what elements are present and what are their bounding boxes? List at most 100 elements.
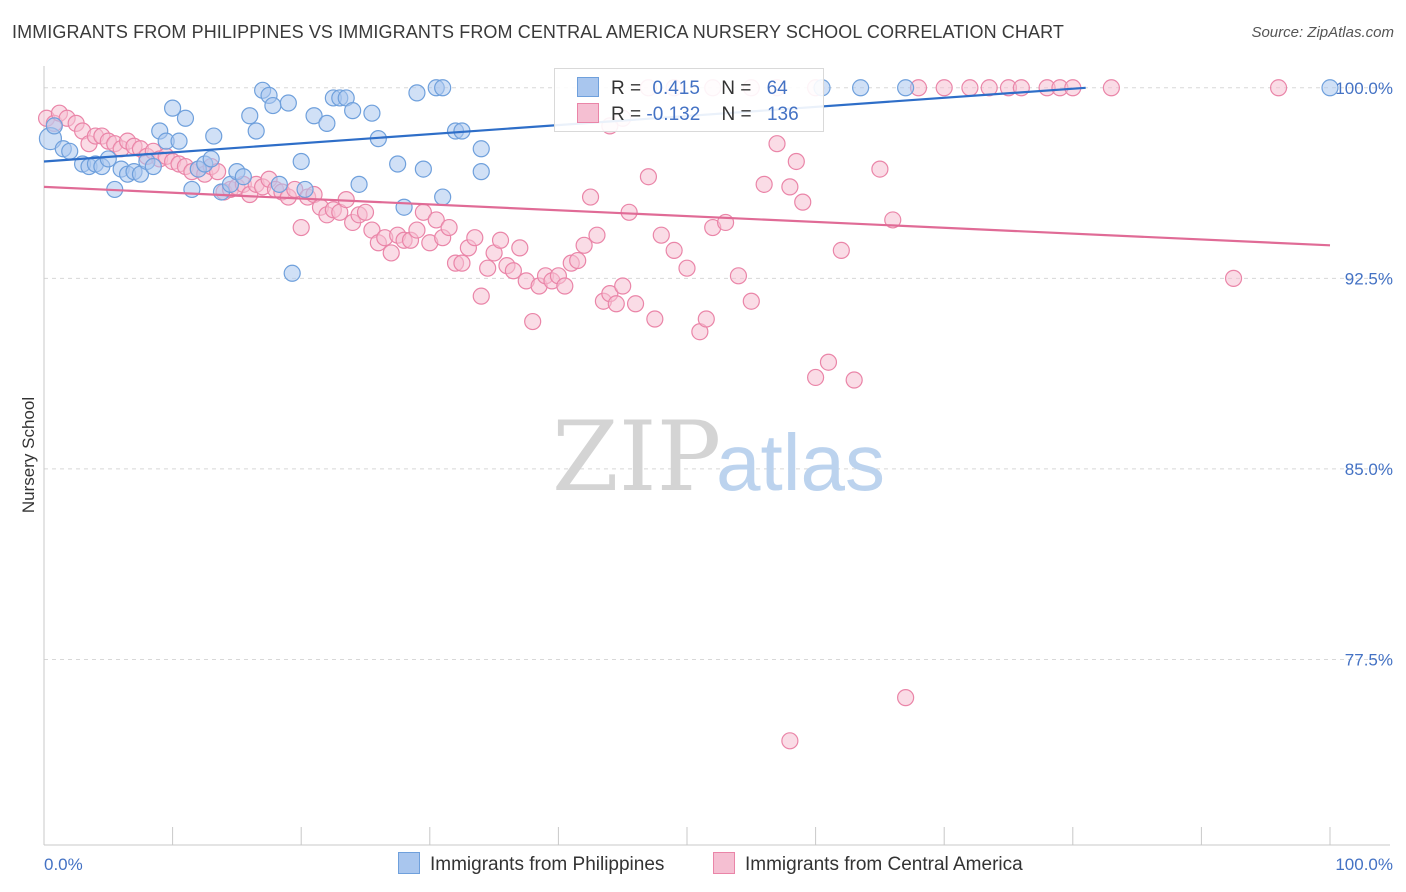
philippines-point [283, 264, 301, 282]
philippines-point [296, 180, 314, 199]
central-america-point [639, 168, 658, 186]
x-tick-label: 0.0% [44, 855, 83, 874]
central-america-trend-line [43, 185, 1331, 247]
philippines-point [241, 107, 259, 125]
central-america-point [524, 312, 542, 331]
central-america-point [845, 371, 863, 389]
y-tick-label: 100.0% [1335, 79, 1393, 98]
central-america-point [472, 287, 490, 305]
y-tick-label: 92.5% [1345, 269, 1393, 288]
central-america-point [781, 732, 799, 750]
philippines-point [408, 84, 426, 102]
central-america-point [408, 221, 426, 239]
philippines-point [183, 180, 201, 199]
central-america-point [466, 229, 484, 247]
central-america-point [678, 259, 696, 277]
central-america-point [768, 135, 786, 153]
philippines-point [389, 155, 407, 173]
central-america-point [382, 244, 400, 262]
central-america-point [652, 226, 670, 244]
central-america-point [832, 241, 850, 260]
philippines-point [170, 132, 188, 150]
central-america-point [1224, 269, 1243, 287]
central-america-point [781, 178, 799, 196]
philippines-point [234, 168, 252, 186]
legend-row-philippines: R = 0.415 N = 64 [577, 77, 788, 101]
central-america-point [646, 310, 664, 328]
central-america-point [504, 262, 522, 280]
central-america-point [871, 160, 889, 178]
central-america-point [1102, 79, 1120, 97]
watermark-atlas: atlas [716, 418, 885, 507]
central-america-point [755, 175, 773, 193]
legend-swatch-blue [577, 77, 599, 97]
central-america-point [292, 218, 310, 237]
legend-row-central-america: R = -0.132 N = 136 [577, 103, 799, 127]
central-america-point [819, 353, 838, 371]
central-america-point [581, 188, 600, 206]
bottom-legend-central-america: Immigrants from Central America [713, 852, 1023, 876]
legend-n-value: 64 [766, 78, 788, 99]
bottom-legend-label: Immigrants from Central America [745, 854, 1023, 875]
central-america-point [556, 277, 574, 295]
philippines-point [247, 122, 265, 140]
philippines-point [202, 150, 220, 168]
philippines-point [61, 142, 79, 160]
central-america-point [511, 239, 529, 257]
central-america-point [935, 79, 953, 97]
philippines-point [852, 79, 870, 97]
bottom-legend-philippines: Immigrants from Philippines [398, 852, 664, 876]
tick-labels: 100.0% 92.5% 85.0% 77.5% 0.0% 100.0% [44, 79, 1393, 874]
philippines-point [305, 107, 323, 125]
philippines-point [99, 150, 117, 168]
x-tick-label: 100.0% [1335, 855, 1393, 874]
series-philippines [38, 79, 1339, 282]
y-axis-title: Nursery School [19, 397, 38, 513]
correlation-legend: R = 0.415 N = 64 R = -0.132 N = 136 [554, 68, 824, 132]
y-tick-label: 77.5% [1345, 651, 1393, 670]
central-america-point [794, 193, 812, 211]
central-america-point [742, 292, 760, 310]
legend-n-label: N = [721, 104, 752, 125]
central-america-point [665, 241, 683, 260]
philippines-point [344, 102, 362, 120]
philippines-point [318, 114, 336, 132]
philippines-point [414, 160, 432, 178]
y-tick-label: 85.0% [1345, 460, 1393, 479]
philippines-point [264, 96, 282, 115]
bottom-legend-swatch-blue [398, 852, 420, 874]
bottom-legend-swatch-pink [713, 852, 735, 874]
philippines-point [1321, 79, 1339, 97]
central-america-point [697, 310, 715, 328]
philippines-point [144, 157, 162, 176]
philippines-point [176, 109, 195, 127]
central-america-point [1269, 79, 1288, 97]
philippines-point [897, 79, 915, 97]
legend-r-label: R = [611, 104, 642, 125]
source-credit: Source: ZipAtlas.com [1251, 24, 1394, 41]
legend-r-label: R = [611, 78, 642, 99]
central-america-point [961, 79, 979, 97]
philippines-point [472, 163, 490, 181]
central-america-point [440, 218, 458, 237]
central-america-point [897, 689, 915, 707]
central-america-point [626, 295, 645, 313]
central-america-point [588, 226, 606, 244]
philippines-point [350, 175, 368, 193]
philippines-point [164, 99, 182, 117]
chart-title: IMMIGRANTS FROM PHILIPPINES VS IMMIGRANT… [12, 22, 1064, 42]
legend-r-value: 0.415 [652, 78, 700, 99]
central-america-point [614, 277, 632, 295]
legend-swatch-pink [577, 103, 599, 123]
central-america-point [575, 236, 593, 254]
philippines-point [205, 127, 223, 145]
philippines-point [395, 198, 413, 216]
philippines-point [292, 152, 310, 171]
philippines-point [279, 94, 297, 112]
philippines-point [270, 175, 288, 193]
watermark: ZIP atlas [552, 401, 885, 513]
philippines-point [45, 117, 63, 135]
central-america-point [356, 203, 375, 221]
legend-n-value: 136 [766, 104, 799, 125]
